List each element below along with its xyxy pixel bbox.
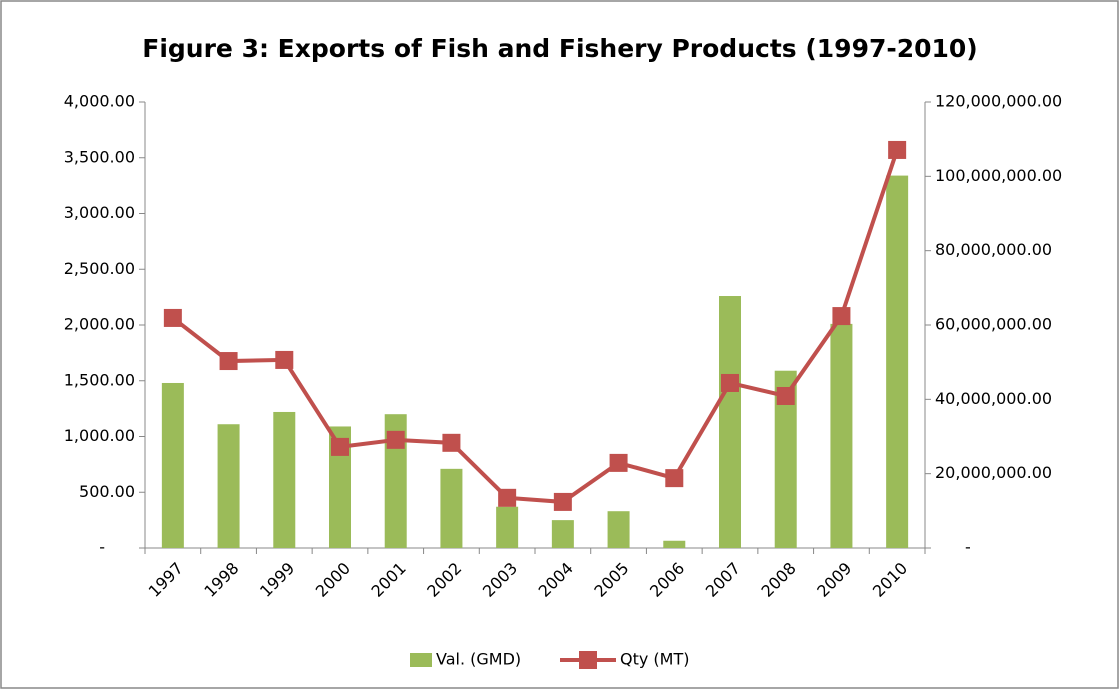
bar	[886, 175, 909, 548]
legend-label: Qty (MT)	[620, 650, 689, 669]
bar	[551, 520, 574, 548]
y-tick-label: 4,000.00	[64, 92, 135, 111]
marker	[498, 488, 517, 507]
y2-tick-label: 40,000,000.00	[935, 389, 1052, 408]
line	[171, 149, 900, 504]
y2-tick-label: 120,000,000.00	[935, 92, 1062, 111]
bar	[719, 296, 741, 548]
marker	[553, 492, 572, 511]
marker	[665, 469, 684, 488]
marker	[832, 307, 851, 326]
bar	[217, 424, 240, 548]
legend-marker	[579, 651, 597, 669]
bar	[607, 511, 630, 548]
legend-label: Val. (GMD)	[436, 650, 521, 669]
marker	[163, 308, 182, 327]
y-tick-label: 3,000.00	[64, 203, 135, 222]
y-tick-label: 3,500.00	[64, 147, 135, 166]
marker	[386, 430, 405, 449]
y-tick-label: 1,500.00	[64, 370, 135, 389]
y2-tick-label: -	[965, 538, 971, 557]
bar	[440, 468, 463, 548]
marker	[609, 453, 628, 472]
y-tick-label: 1,000.00	[64, 426, 135, 445]
y2-tick-label: 100,000,000.00	[935, 166, 1062, 185]
y2-tick-label: 80,000,000.00	[935, 240, 1052, 259]
bar	[496, 506, 519, 548]
legend-swatch	[410, 653, 432, 667]
bar	[329, 426, 351, 548]
marker	[721, 373, 739, 392]
bar	[774, 370, 797, 548]
y-tick-label: 2,500.00	[64, 259, 135, 278]
y-tick-label: 2,000.00	[64, 315, 135, 334]
bar	[830, 323, 853, 548]
marker	[776, 386, 795, 405]
bar	[273, 411, 296, 548]
marker	[219, 352, 238, 371]
marker	[442, 433, 461, 452]
y-tick-label: 500.00	[79, 482, 135, 501]
bar	[663, 540, 686, 548]
chart-title: Figure 3: Exports of Fish and Fishery Pr…	[142, 34, 978, 63]
y2-tick-label: 60,000,000.00	[935, 315, 1052, 334]
marker	[888, 140, 907, 159]
y2-tick-label: 20,000,000.00	[935, 463, 1052, 482]
marker	[331, 437, 349, 456]
marker	[275, 350, 294, 369]
y-tick-label: -	[99, 538, 105, 557]
bar	[161, 382, 184, 548]
